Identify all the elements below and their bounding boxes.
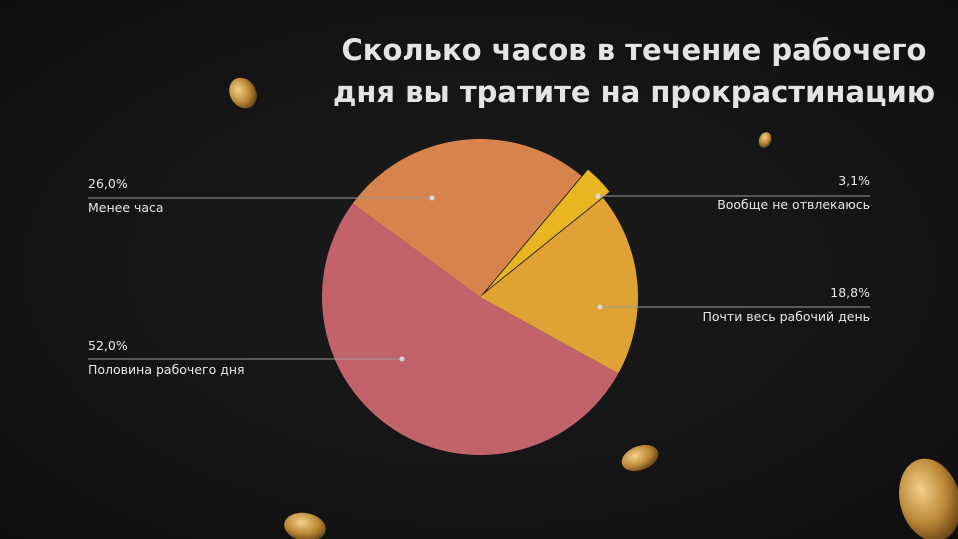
value-label: 3,1% bbox=[838, 173, 870, 188]
pie-slice bbox=[486, 169, 610, 291]
category-label: Половина рабочего дня bbox=[88, 362, 245, 377]
leader-dot bbox=[399, 356, 405, 362]
pie-slice bbox=[352, 139, 582, 297]
leader-dot bbox=[429, 195, 435, 201]
value-label: 18,8% bbox=[830, 285, 870, 300]
category-label: Менее часа bbox=[88, 200, 164, 215]
chart-title: дня вы тратите на прокрастинацию bbox=[333, 75, 935, 109]
decor-coins bbox=[229, 77, 958, 539]
leader-dot bbox=[595, 193, 601, 199]
labels: 3,1% Вообще не отвлекаюсь 18,8% Почти весь … bbox=[88, 173, 870, 377]
pie-slice bbox=[322, 203, 619, 455]
value-label: 52,0% bbox=[88, 338, 128, 353]
chart-title: Сколько часов в течение рабочего bbox=[342, 33, 927, 67]
category-label: Почти весь рабочий день bbox=[702, 309, 870, 324]
pie bbox=[322, 139, 638, 455]
value-label: 26,0% bbox=[88, 176, 128, 191]
category-label: Вообще не отвлекаюсь bbox=[717, 197, 870, 212]
leader-dot bbox=[597, 304, 603, 310]
pie-slice bbox=[480, 197, 638, 374]
